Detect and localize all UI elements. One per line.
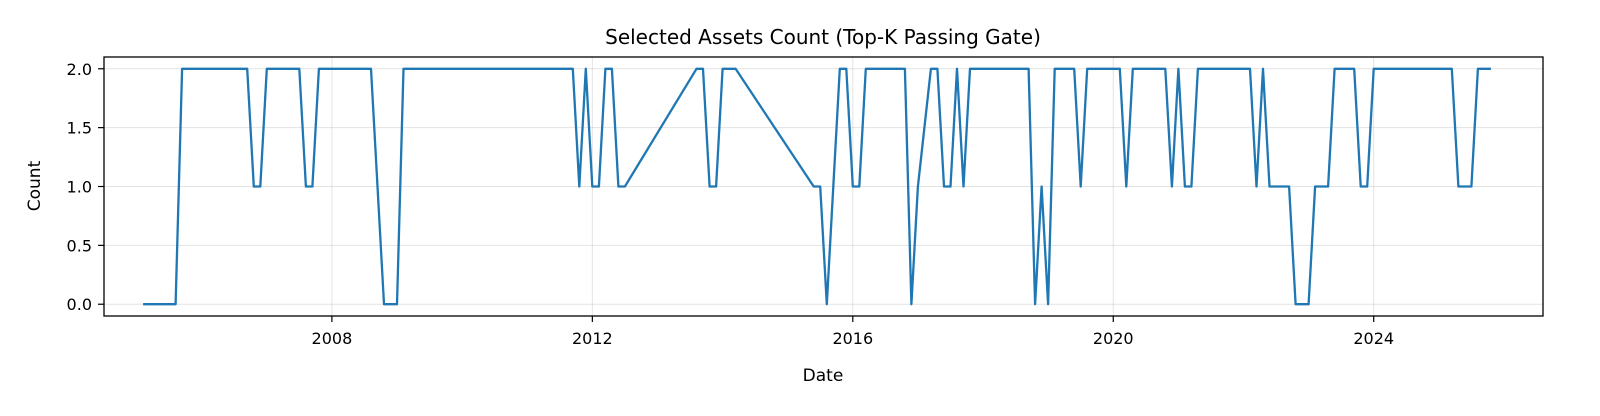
y-tick-label: 1.0 [67, 178, 92, 197]
x-tick-label: 2012 [572, 329, 613, 348]
x-tick-label: 2008 [312, 329, 353, 348]
x-tick-label: 2024 [1353, 329, 1394, 348]
y-tick-label: 0.5 [67, 236, 92, 255]
series-layer [143, 67, 1491, 306]
chart-title: Selected Assets Count (Top-K Passing Gat… [605, 25, 1041, 49]
x-axis: 2008 2012 2016 2020 2024 [312, 316, 1394, 348]
y-tick-label: 0.0 [67, 295, 92, 314]
y-tick-label: 1.5 [67, 119, 92, 138]
y-axis-label: Count [25, 160, 45, 211]
y-axis: 0.0 0.5 1.0 1.5 2.0 [67, 60, 104, 314]
x-tick-label: 2016 [832, 329, 873, 348]
x-axis-label: Date [803, 366, 844, 386]
y-tick-label: 2.0 [67, 60, 92, 79]
x-tick-label: 2020 [1093, 329, 1134, 348]
series-line [143, 67, 1491, 306]
